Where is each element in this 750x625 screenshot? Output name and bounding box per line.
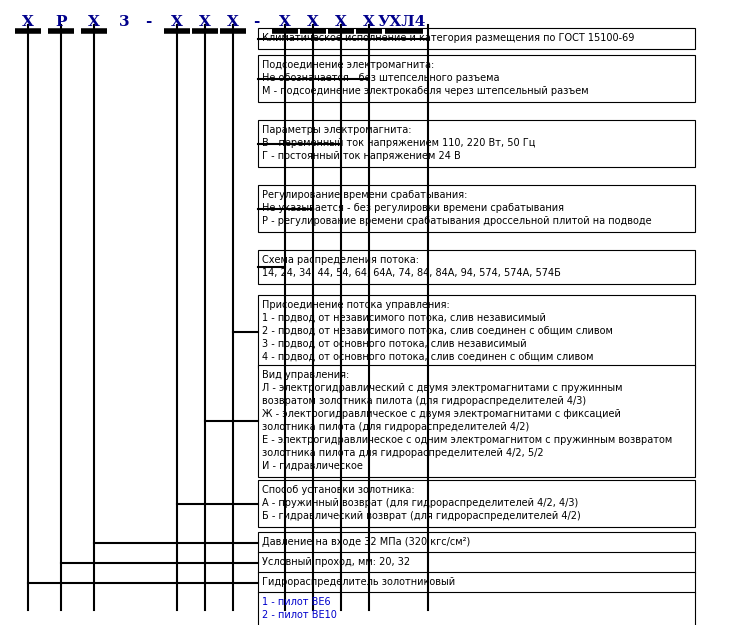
Text: Р - регулирование времени срабатывания дроссельной плитой на подводе: Р - регулирование времени срабатывания д… — [262, 216, 652, 226]
Text: Условный проход, мм: 20, 32: Условный проход, мм: 20, 32 — [262, 557, 410, 567]
Text: Х: Х — [227, 15, 239, 29]
Text: возвратом золотника пилота (для гидрораспределителей 4/3): возвратом золотника пилота (для гидрорас… — [262, 396, 586, 406]
Bar — [259, 480, 695, 527]
Text: Ж - электрогидравлическое с двумя электромагнитами с фиксацией: Ж - электрогидравлическое с двумя электр… — [262, 409, 621, 419]
Text: М - подсоединение электрокабеля через штепсельный разъем: М - подсоединение электрокабеля через шт… — [262, 86, 589, 96]
Bar — [259, 365, 695, 477]
Text: Не указывается - без регулировки времени срабатывания: Не указывается - без регулировки времени… — [262, 203, 564, 213]
Text: -: - — [146, 15, 152, 29]
Text: Х: Х — [335, 15, 347, 29]
Text: 2 - подвод от независимого потока, слив соединен с общим сливом: 2 - подвод от независимого потока, слив … — [262, 326, 613, 336]
Text: Х: Х — [307, 15, 319, 29]
Text: Схема распределения потока:: Схема распределения потока: — [262, 255, 419, 265]
Bar — [259, 295, 695, 368]
Text: В - переменный ток напряжением 110, 220 Вт, 50 Гц: В - переменный ток напряжением 110, 220 … — [262, 138, 536, 148]
Text: Не обозначается - без штепсельного разъема: Не обозначается - без штепсельного разъе… — [262, 73, 500, 83]
Text: 1 - подвод от независимого потока, слив независимый: 1 - подвод от независимого потока, слив … — [262, 313, 546, 323]
Text: И - гидравлическое: И - гидравлическое — [262, 461, 363, 471]
Bar — [259, 120, 695, 167]
Bar — [259, 185, 695, 232]
Text: Л - электрогидравлический с двумя электромагнитами с пружинным: Л - электрогидравлический с двумя электр… — [262, 383, 622, 393]
Text: Регулирование времени срабатывания:: Регулирование времени срабатывания: — [262, 190, 467, 200]
Text: Х: Х — [22, 15, 34, 29]
Text: А - пружинный возврат (для гидрораспределителей 4/2, 4/3): А - пружинный возврат (для гидрораспреде… — [262, 498, 578, 508]
Text: Б - гидравлический возврат (для гидрораспределителей 4/2): Б - гидравлический возврат (для гидрорас… — [262, 511, 581, 521]
Text: 14, 24, 34, 44, 54, 64, 64А, 74, 84, 84А, 94, 574, 574А, 574Б: 14, 24, 34, 44, 54, 64, 64А, 74, 84, 84А… — [262, 268, 561, 278]
Text: Параметры электромагнита:: Параметры электромагнита: — [262, 125, 412, 135]
Bar — [259, 572, 695, 593]
Bar — [259, 532, 695, 553]
Text: Климатическое исполнение и категория размещения по ГОСТ 15100-69: Климатическое исполнение и категория раз… — [262, 33, 634, 43]
Text: УХЛ4: УХЛ4 — [378, 15, 427, 29]
Text: 1 - пилот ВЕ6: 1 - пилот ВЕ6 — [262, 597, 331, 607]
Text: Х: Х — [171, 15, 182, 29]
Text: Присоединение потока управления:: Присоединение потока управления: — [262, 300, 450, 310]
Text: 3 - подвод от основного потока, слив независимый: 3 - подвод от основного потока, слив нез… — [262, 339, 526, 349]
Text: Подсоединение электромагнита:: Подсоединение электромагнита: — [262, 60, 434, 70]
Text: золотника пилота (для гидрораспределителей 4/2): золотника пилота (для гидрораспределител… — [262, 422, 530, 432]
Text: -: - — [254, 15, 260, 29]
Text: Х: Х — [279, 15, 291, 29]
Text: Х: Х — [363, 15, 375, 29]
Text: Х: Х — [88, 15, 100, 29]
Text: Давление на входе 32 МПа (320 кгс/см²): Давление на входе 32 МПа (320 кгс/см²) — [262, 537, 470, 547]
Bar — [259, 55, 695, 102]
Bar — [259, 592, 695, 625]
Bar — [259, 28, 695, 49]
Text: Р: Р — [56, 15, 67, 29]
Text: Е - электрогидравлическое с одним электромагнитом с пружинным возвратом: Е - электрогидравлическое с одним электр… — [262, 435, 673, 445]
Bar — [259, 250, 695, 284]
Text: золотника пилота для гидрораспределителей 4/2, 5/2: золотника пилота для гидрораспределителе… — [262, 448, 544, 458]
Text: 4 - подвод от основного потока, слив соединен с общим сливом: 4 - подвод от основного потока, слив сое… — [262, 352, 594, 362]
Text: Х: Х — [199, 15, 211, 29]
Text: Вид управления:: Вид управления: — [262, 370, 350, 380]
Text: Способ установки золотника:: Способ установки золотника: — [262, 485, 415, 495]
Text: 2 - пилот ВЕ10: 2 - пилот ВЕ10 — [262, 610, 337, 620]
Text: Гидрораспределитель золотниковый: Гидрораспределитель золотниковый — [262, 577, 455, 587]
Text: 3: 3 — [118, 15, 129, 29]
Text: Г - постоянный ток напряжением 24 В: Г - постоянный ток напряжением 24 В — [262, 151, 461, 161]
Bar — [259, 552, 695, 573]
